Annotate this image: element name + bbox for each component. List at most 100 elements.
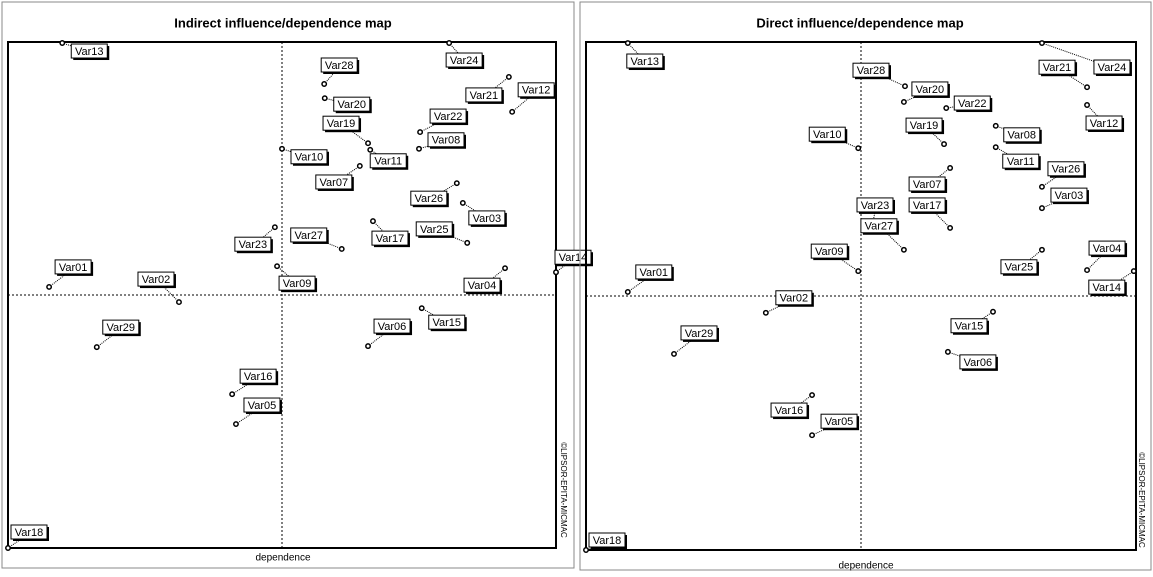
point bbox=[553, 269, 559, 276]
label-box bbox=[959, 354, 997, 370]
point bbox=[274, 263, 281, 270]
point bbox=[338, 246, 345, 252]
leader-line bbox=[1086, 104, 1106, 125]
point bbox=[1039, 246, 1045, 253]
point bbox=[855, 268, 862, 275]
label-box bbox=[1000, 259, 1038, 275]
label-box bbox=[911, 81, 949, 97]
label-box bbox=[1050, 187, 1088, 203]
point-label: Var24 bbox=[450, 55, 479, 67]
point-label: Var12 bbox=[522, 85, 551, 97]
point bbox=[365, 140, 371, 147]
point-label: Var07 bbox=[913, 179, 942, 191]
leader-line bbox=[673, 333, 701, 355]
point-label: Var10 bbox=[813, 129, 842, 141]
point-label: Var05 bbox=[825, 416, 854, 428]
point-label: Var19 bbox=[327, 118, 356, 130]
label-box bbox=[950, 318, 988, 334]
leader-line bbox=[253, 226, 276, 246]
annotation: ©LIPSOR-EPITA-MICMAC bbox=[1137, 452, 1146, 548]
point bbox=[356, 163, 363, 169]
point-label: Var04 bbox=[468, 280, 497, 292]
point bbox=[271, 224, 278, 231]
label-box bbox=[10, 524, 48, 540]
point bbox=[624, 40, 631, 46]
point-label: Var22 bbox=[958, 98, 987, 110]
leader-line bbox=[235, 405, 264, 425]
point-label: Var09 bbox=[283, 278, 312, 290]
label-box bbox=[808, 126, 846, 142]
point bbox=[505, 73, 512, 80]
leader-line bbox=[627, 42, 647, 63]
point bbox=[59, 40, 66, 46]
point bbox=[947, 165, 954, 171]
leader-line bbox=[924, 125, 945, 145]
label-box bbox=[1088, 240, 1126, 256]
label-box bbox=[1047, 161, 1085, 177]
leader-line bbox=[372, 220, 392, 240]
point bbox=[809, 392, 815, 399]
point-label: Var03 bbox=[1055, 190, 1084, 202]
point-label: Var18 bbox=[15, 527, 44, 539]
label-box bbox=[415, 221, 453, 237]
label-box bbox=[626, 53, 664, 69]
point-label: Var20 bbox=[916, 84, 945, 96]
point bbox=[900, 246, 907, 253]
label-box bbox=[770, 402, 808, 418]
point-label: Var20 bbox=[337, 99, 366, 111]
x-axis-label: dependence bbox=[255, 553, 310, 564]
label-box bbox=[428, 314, 466, 330]
label-box bbox=[1002, 153, 1040, 169]
point-label: Var13 bbox=[75, 46, 104, 58]
point bbox=[624, 288, 631, 295]
point-label: Var19 bbox=[910, 120, 939, 132]
point bbox=[176, 299, 182, 306]
point-label: Var29 bbox=[685, 328, 714, 340]
label-box bbox=[856, 197, 894, 213]
point bbox=[943, 105, 950, 111]
label-box bbox=[908, 176, 946, 192]
label-box bbox=[860, 218, 898, 234]
point bbox=[992, 144, 999, 151]
label-box bbox=[905, 117, 943, 133]
label-box bbox=[1003, 127, 1041, 143]
label-box bbox=[70, 43, 108, 59]
point-label: Var03 bbox=[473, 213, 502, 225]
label-box bbox=[320, 57, 358, 73]
point-label: Var09 bbox=[815, 246, 844, 258]
point bbox=[370, 218, 376, 225]
point bbox=[321, 95, 328, 102]
label-box bbox=[371, 230, 409, 246]
point bbox=[453, 180, 460, 187]
point-label: Var16 bbox=[775, 405, 804, 417]
point-label: Var15 bbox=[955, 321, 984, 333]
point bbox=[944, 348, 951, 355]
label-box bbox=[1038, 59, 1076, 75]
label-box bbox=[1085, 115, 1123, 131]
point bbox=[1039, 183, 1045, 190]
point bbox=[229, 391, 236, 398]
label-box bbox=[369, 153, 407, 169]
point bbox=[418, 305, 425, 312]
point-label: Var01 bbox=[640, 267, 669, 279]
label-box bbox=[315, 174, 353, 190]
chart-title: Indirect influence/dependence map bbox=[174, 15, 391, 30]
label-box bbox=[588, 532, 626, 548]
label-box bbox=[54, 259, 92, 275]
point bbox=[464, 239, 471, 246]
label-box bbox=[775, 290, 813, 306]
point bbox=[365, 343, 371, 350]
label-box bbox=[243, 397, 281, 413]
point-label: Var17 bbox=[376, 233, 405, 245]
point-label: Var17 bbox=[913, 200, 942, 212]
label-box bbox=[373, 318, 411, 334]
point-label: Var21 bbox=[1043, 62, 1072, 74]
label-box bbox=[820, 413, 858, 429]
label-box bbox=[463, 277, 501, 293]
point bbox=[367, 146, 374, 153]
leader-line bbox=[627, 272, 656, 293]
point bbox=[671, 350, 677, 357]
point-label: Var14 bbox=[1093, 282, 1122, 294]
point-label: Var15 bbox=[432, 317, 461, 329]
